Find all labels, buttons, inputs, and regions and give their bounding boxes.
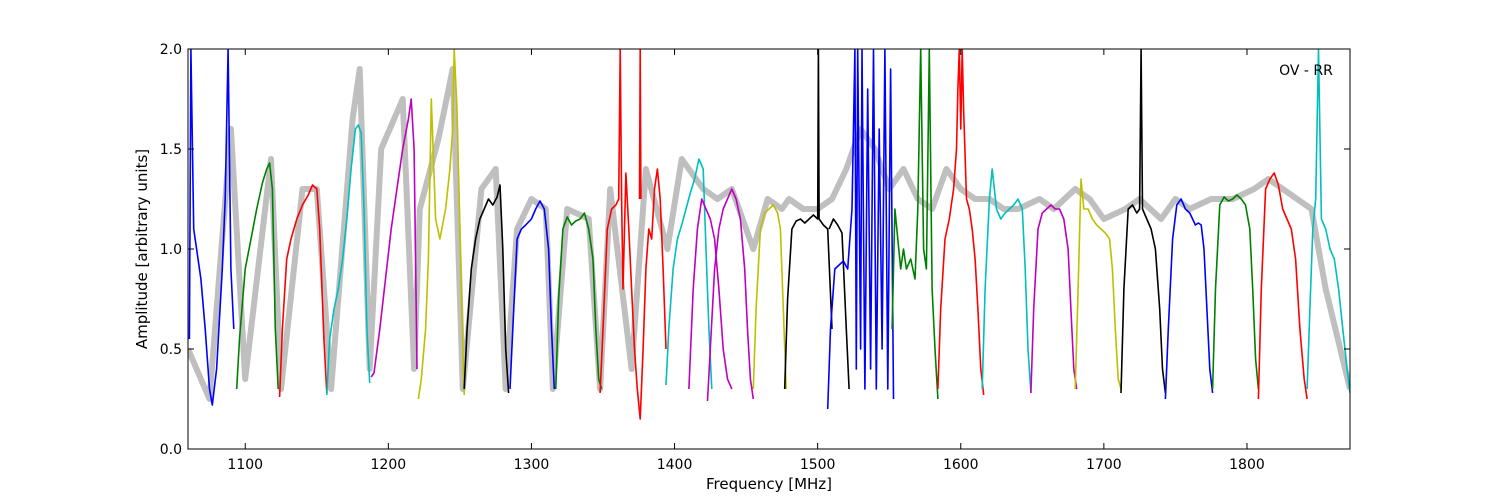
y-tick-label: 2.0: [160, 42, 182, 58]
series-line-9: [555, 212, 603, 390]
series-line-16: [783, 49, 833, 390]
y-tick-label: 0.5: [160, 342, 182, 358]
series-line-13: [706, 188, 755, 402]
series-line-12: [665, 158, 713, 390]
x-tick-label: 1400: [657, 457, 693, 473]
series-line-19: [891, 49, 939, 400]
series-layer: [188, 49, 1350, 420]
series-line-4: [326, 124, 371, 396]
annotation-label: OV - RR: [1279, 63, 1333, 79]
x-tick-label: 1300: [514, 457, 550, 473]
series-line-22: [1030, 204, 1078, 394]
series-line-14: [688, 198, 733, 390]
series-line-11: [638, 49, 642, 200]
y-tick-label: 0.0: [160, 442, 182, 458]
series-line-15: [752, 204, 787, 390]
series-line-20: [937, 49, 985, 396]
series-line-25: [1164, 198, 1214, 400]
series-line-3: [278, 184, 328, 398]
x-tick-label: 1500: [800, 457, 836, 473]
series-line-21: [981, 168, 1032, 394]
x-tick-label: 1600: [943, 457, 979, 473]
series-line-18: [826, 49, 895, 410]
series-line-17: [828, 218, 850, 390]
series-line-6: [417, 49, 465, 400]
series-line-1: [188, 49, 235, 406]
background-series-layer: [188, 66, 1350, 402]
series-line-2: [235, 162, 279, 390]
series-line-7: [463, 184, 510, 394]
y-axis-label: Amplitude [arbitrary units]: [133, 149, 151, 349]
series-line-24: [1120, 49, 1167, 394]
y-tick-label: 1.0: [160, 242, 182, 258]
series-line-23: [1074, 178, 1122, 390]
background-series-line: [188, 66, 1350, 402]
series-line-27: [1257, 172, 1308, 400]
x-tick-label: 1200: [371, 457, 407, 473]
series-line-8: [509, 200, 556, 390]
x-tick-label: 1700: [1086, 457, 1122, 473]
x-tick-label: 1100: [227, 457, 263, 473]
series-line-5: [370, 98, 418, 378]
x-tick-label: 1800: [1229, 457, 1265, 473]
series-line-28: [1306, 49, 1350, 394]
y-tick-label: 1.5: [160, 142, 182, 158]
x-axis-label: Frequency [MHz]: [706, 475, 832, 493]
series-line-10: [599, 49, 667, 420]
series-line-26: [1211, 194, 1260, 390]
x-axis: 1100 1200 1300 1400 1500 1600 1700 1800: [227, 49, 1265, 473]
y-axis: 0.0 0.5 1.0 1.5 2.0: [160, 42, 1350, 458]
